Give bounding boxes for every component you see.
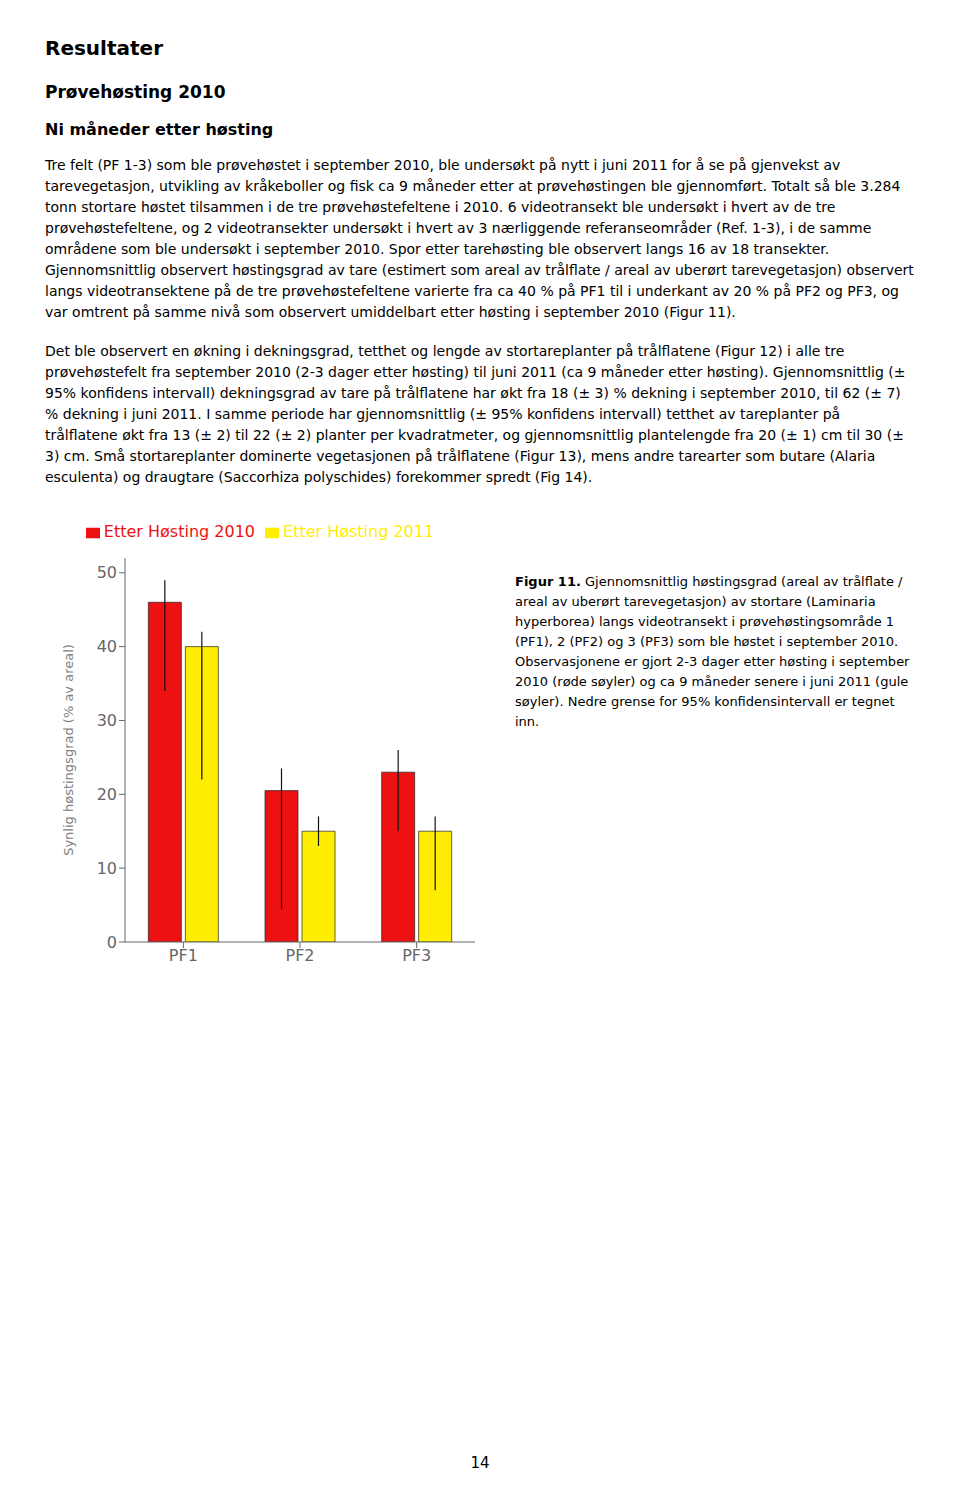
svg-text:50: 50 (97, 563, 117, 582)
svg-text:40: 40 (97, 637, 117, 656)
svg-text:Synlig høstingsgrad (% av area: Synlig høstingsgrad (% av areal) (61, 644, 76, 856)
svg-text:PF3: PF3 (402, 946, 431, 965)
svg-text:20: 20 (97, 785, 117, 804)
svg-text:0: 0 (107, 933, 117, 952)
html-text:14: 14 (470, 1454, 490, 1472)
html-text:Ni måneder etter høsting: Ni måneder etter høsting (45, 120, 274, 139)
html-text:Resultater: Resultater (45, 36, 163, 60)
html-text:Figur 11. Gjennomsnittlig høst: Figur 11. Gjennomsnittlig høstingsgrad (… (515, 574, 910, 729)
html-text:Prøvehøsting 2010: Prøvehøsting 2010 (45, 82, 226, 102)
html-text:Etter Høsting 2010: Etter Høsting 2010 (103, 522, 255, 541)
svg-text:10: 10 (97, 859, 117, 878)
html-text:Det ble observert en økning i: Det ble observert en økning i dekningsgr… (45, 343, 906, 485)
svg-text:PF2: PF2 (285, 946, 314, 965)
svg-text:PF1: PF1 (169, 946, 198, 965)
html-text:Tre felt (PF 1-3) som ble prøv: Tre felt (PF 1-3) som ble prøvehøstet i … (45, 157, 914, 320)
svg-text:30: 30 (97, 711, 117, 730)
html-text:Etter Høsting 2011: Etter Høsting 2011 (283, 522, 435, 541)
